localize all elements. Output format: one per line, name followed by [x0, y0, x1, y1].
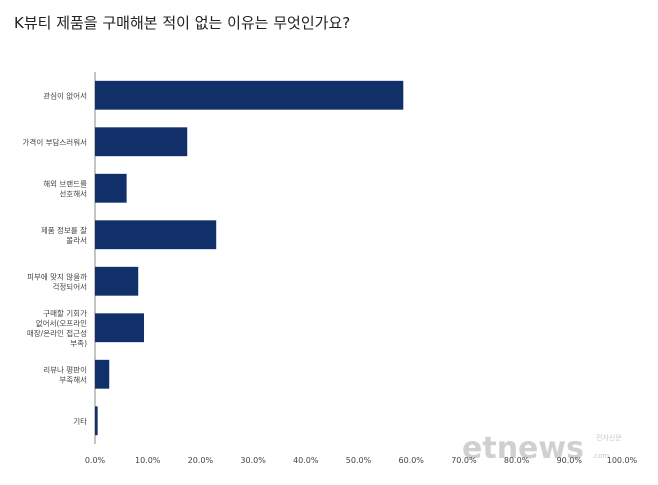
- category-label: 걱정되어서: [53, 281, 88, 291]
- category-label: 부족해서: [59, 374, 87, 384]
- category-label: 가격이 부담스러워서: [23, 137, 87, 147]
- category-label: 몰라서: [66, 236, 87, 245]
- category-label: 리뷰나 평판이: [43, 364, 87, 374]
- chart-title: K뷰티 제품을 구매해본 적이 없는 이유는 무엇인가요?: [14, 14, 351, 32]
- category-label: 관심이 없어서: [43, 90, 87, 100]
- category-label: 선호해서: [59, 188, 87, 198]
- x-tick-label: 60.0%: [398, 456, 424, 465]
- category-label: 부족): [70, 339, 87, 348]
- bar: [95, 127, 188, 157]
- category-label: 피부에 맞지 않을까: [27, 271, 87, 281]
- x-tick-label: 80.0%: [504, 456, 530, 465]
- bar: [95, 220, 217, 250]
- category-label: 구매할 기회가: [43, 309, 87, 318]
- x-tick-label: 0.0%: [85, 456, 106, 465]
- bar: [95, 266, 139, 296]
- x-tick-label: 30.0%: [240, 456, 266, 465]
- x-tick-label: 10.0%: [135, 456, 161, 465]
- bar: [95, 80, 404, 110]
- watermark-text: etnews: [462, 431, 584, 466]
- x-tick-label: 50.0%: [346, 456, 372, 465]
- bar: [95, 359, 110, 389]
- category-label: 제품 정보를 잘: [41, 225, 87, 235]
- category-label: 해외 브랜드를: [43, 178, 87, 188]
- bar: [95, 173, 127, 203]
- category-label: 기타: [73, 417, 87, 426]
- x-tick-label: 70.0%: [451, 456, 477, 465]
- etnews-watermark: etnews .com 전자신문: [462, 431, 622, 466]
- category-label: 없어서(오프라인: [36, 318, 87, 328]
- bar: [95, 406, 98, 436]
- x-tick-label: 90.0%: [557, 456, 583, 465]
- x-tick-label: 40.0%: [293, 456, 319, 465]
- x-tick-label: 100.0%: [607, 456, 638, 465]
- category-label: 매장/온라인 접근성: [27, 328, 87, 338]
- watermark-tag: 전자신문: [596, 433, 622, 442]
- watermark-suffix: .com: [592, 452, 609, 460]
- x-tick-label: 20.0%: [188, 456, 214, 465]
- bar: [95, 313, 145, 343]
